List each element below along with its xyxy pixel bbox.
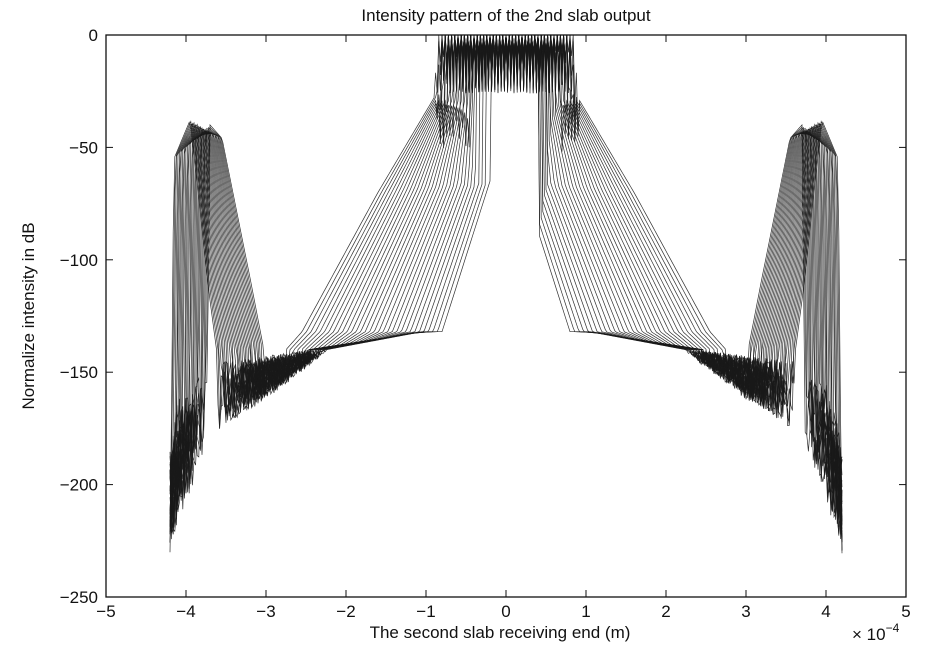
series-line xyxy=(169,34,843,535)
series-layer xyxy=(169,34,843,554)
series-line xyxy=(169,34,843,550)
x-tick-label: 0 xyxy=(501,602,510,621)
series-line xyxy=(169,34,843,522)
series-line xyxy=(169,34,843,543)
y-axis-label: Normalize intensity in dB xyxy=(19,222,38,409)
x-tick-label: −5 xyxy=(96,602,115,621)
y-tick-label: −50 xyxy=(69,138,98,157)
series-line xyxy=(169,34,843,520)
series-line xyxy=(169,34,843,535)
x-tick-label: 1 xyxy=(581,602,590,621)
series-line xyxy=(169,34,843,522)
x-tick-label: −3 xyxy=(256,602,275,621)
series-line xyxy=(169,34,843,528)
series-line xyxy=(169,34,843,527)
series-line xyxy=(169,34,843,502)
x-tick-label: −2 xyxy=(336,602,355,621)
series-line xyxy=(169,34,843,543)
series-line xyxy=(169,34,843,542)
x-axis: −5 −4 −3 −2 −1 0 1 2 3 4 5 xyxy=(96,35,911,621)
series-line xyxy=(169,34,843,504)
x-tick-label: 4 xyxy=(821,602,830,621)
x-tick-label: 2 xyxy=(661,602,670,621)
series-line xyxy=(169,34,843,541)
series-line xyxy=(169,34,843,510)
series-line xyxy=(169,34,843,532)
plot-area-frame xyxy=(105,34,907,598)
x-axis-multiplier-base: × 10 xyxy=(852,625,886,644)
x-axis-label: The second slab receiving end (m) xyxy=(370,623,631,642)
x-tick-label: 5 xyxy=(901,602,910,621)
series-line xyxy=(169,34,843,518)
chart-title: Intensity pattern of the 2nd slab output xyxy=(361,6,650,25)
x-axis-multiplier: × 10−4 xyxy=(852,621,900,644)
y-tick-label: −150 xyxy=(60,363,98,382)
y-tick-label: −100 xyxy=(60,251,98,270)
y-tick-label: −200 xyxy=(60,476,98,495)
series-line xyxy=(169,34,843,522)
series-line xyxy=(169,34,843,538)
series-line xyxy=(169,34,843,495)
series-line xyxy=(169,34,843,554)
series-line xyxy=(169,34,843,536)
series-line xyxy=(169,34,843,553)
series-line xyxy=(169,34,843,543)
series-line xyxy=(169,34,843,551)
series-line xyxy=(169,34,843,538)
x-axis-multiplier-exponent: −4 xyxy=(886,621,900,635)
series-line xyxy=(169,34,843,533)
series-line xyxy=(169,34,843,543)
x-tick-label: −1 xyxy=(416,602,435,621)
y-tick-label: −250 xyxy=(60,588,98,607)
series-line xyxy=(169,34,843,532)
x-tick-label: −4 xyxy=(176,602,195,621)
series-line xyxy=(169,34,843,529)
series-line xyxy=(169,34,843,533)
y-tick-label: 0 xyxy=(89,26,98,45)
y-axis: 0 −50 −100 −150 −200 −250 xyxy=(60,26,906,607)
x-tick-label: 3 xyxy=(741,602,750,621)
series-line xyxy=(169,34,843,535)
